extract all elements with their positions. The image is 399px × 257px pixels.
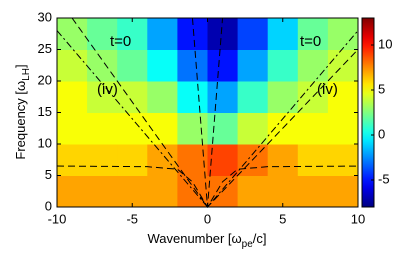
heatmap-cell: [87, 81, 118, 113]
y-axis-label-end: ]: [13, 64, 28, 68]
y-tick-label: 25: [38, 41, 52, 56]
x-tick-label: -10: [48, 211, 67, 226]
y-tick-label: 10: [38, 135, 52, 150]
heatmap-cell: [177, 144, 208, 176]
heatmap-cell: [327, 144, 359, 176]
heatmap-cell: [237, 18, 269, 50]
y-axis-label: Frequency [ωLH]: [13, 64, 31, 159]
y-axis-label-sub: LH: [21, 68, 32, 81]
y-tick-label: 5: [45, 167, 52, 182]
y-tick-label: 15: [38, 104, 52, 119]
heatmap-cell: [237, 81, 269, 113]
heatmap-cell: [297, 144, 329, 176]
heatmap-cell: [57, 49, 88, 82]
colorbar-tick-label: 5: [378, 81, 385, 96]
heatmap-cell: [87, 18, 118, 50]
heatmap-cell: [147, 144, 178, 176]
heatmap-cell: [87, 144, 118, 176]
heatmap-cell: [87, 175, 118, 208]
heatmap-cell: [297, 18, 329, 50]
heatmap-cell: [327, 112, 359, 145]
plot-area: [57, 18, 359, 208]
heatmap-cell: [327, 175, 359, 208]
y-tick-label: 30: [38, 9, 52, 24]
heatmap-cell: [57, 175, 88, 208]
heatmap-cell: [57, 144, 88, 176]
heatmap-cell: [237, 175, 269, 208]
heatmap-cell: [117, 49, 148, 82]
heatmap-cell: [237, 49, 269, 82]
heatmap-cell: [267, 81, 299, 113]
annotation: (iv): [317, 81, 338, 98]
x-tick-label: 5: [279, 211, 286, 226]
x-axis-label-sub: pe: [242, 239, 254, 250]
heatmap-cell: [117, 112, 148, 145]
heatmap-cell: [267, 175, 299, 208]
heatmap-cell: [207, 81, 239, 113]
colorbar-tick-label: 10: [378, 36, 392, 51]
heatmap-cell: [297, 175, 329, 208]
x-axis-label: Wavenumber [ωpe/c]: [147, 231, 266, 249]
x-axis-label-end: /c]: [253, 231, 267, 246]
heatmap-cell: [177, 112, 208, 145]
heatmap-cell: [87, 112, 118, 145]
annotation: t=0: [300, 33, 321, 50]
y-axis-label-main: Frequency [ω: [13, 81, 28, 160]
x-tick-label: 10: [351, 211, 365, 226]
heatmap-cell: [297, 112, 329, 145]
heatmap-cell: [117, 18, 148, 50]
heatmap-cell: [327, 81, 359, 113]
colorbar: [361, 17, 375, 208]
y-tick-label: 0: [45, 198, 52, 213]
heatmap-cell: [117, 144, 148, 176]
heatmap-cell: [267, 49, 299, 82]
heatmap-cell: [207, 144, 239, 176]
annotation: t=0: [110, 33, 131, 50]
heatmap-cell: [147, 49, 178, 82]
heatmap-cell: [147, 112, 178, 145]
heatmap-cell: [207, 18, 239, 50]
colorbar-tick-label: 0: [378, 126, 385, 141]
heatmap-cell: [147, 81, 178, 113]
y-tick-label: 20: [38, 72, 52, 87]
heatmap-cell: [327, 18, 359, 50]
heatmap-cell: [57, 18, 88, 50]
heatmap-cell: [57, 81, 88, 113]
heatmap-cell: [267, 18, 299, 50]
heatmap-cell: [177, 49, 208, 82]
heatmap-cell: [237, 112, 269, 145]
x-tick-label: 0: [204, 211, 211, 226]
heatmap-cell: [267, 144, 299, 176]
heatmap-cell: [117, 81, 148, 113]
x-axis-label-main: Wavenumber [ω: [147, 231, 241, 246]
colorbar-tick-label: -5: [378, 171, 390, 186]
heatmap-cell: [177, 81, 208, 113]
heatmap-cell: [297, 49, 329, 82]
heatmap-cell: [147, 18, 178, 50]
heatmap-cell: [87, 49, 118, 82]
heatmap-cell: [207, 112, 239, 145]
heatmap-cell: [117, 175, 148, 208]
x-tick-label: -5: [126, 211, 138, 226]
heatmap-cell: [207, 49, 239, 82]
heatmap-cell: [147, 175, 178, 208]
heatmap-cell: [57, 112, 88, 145]
